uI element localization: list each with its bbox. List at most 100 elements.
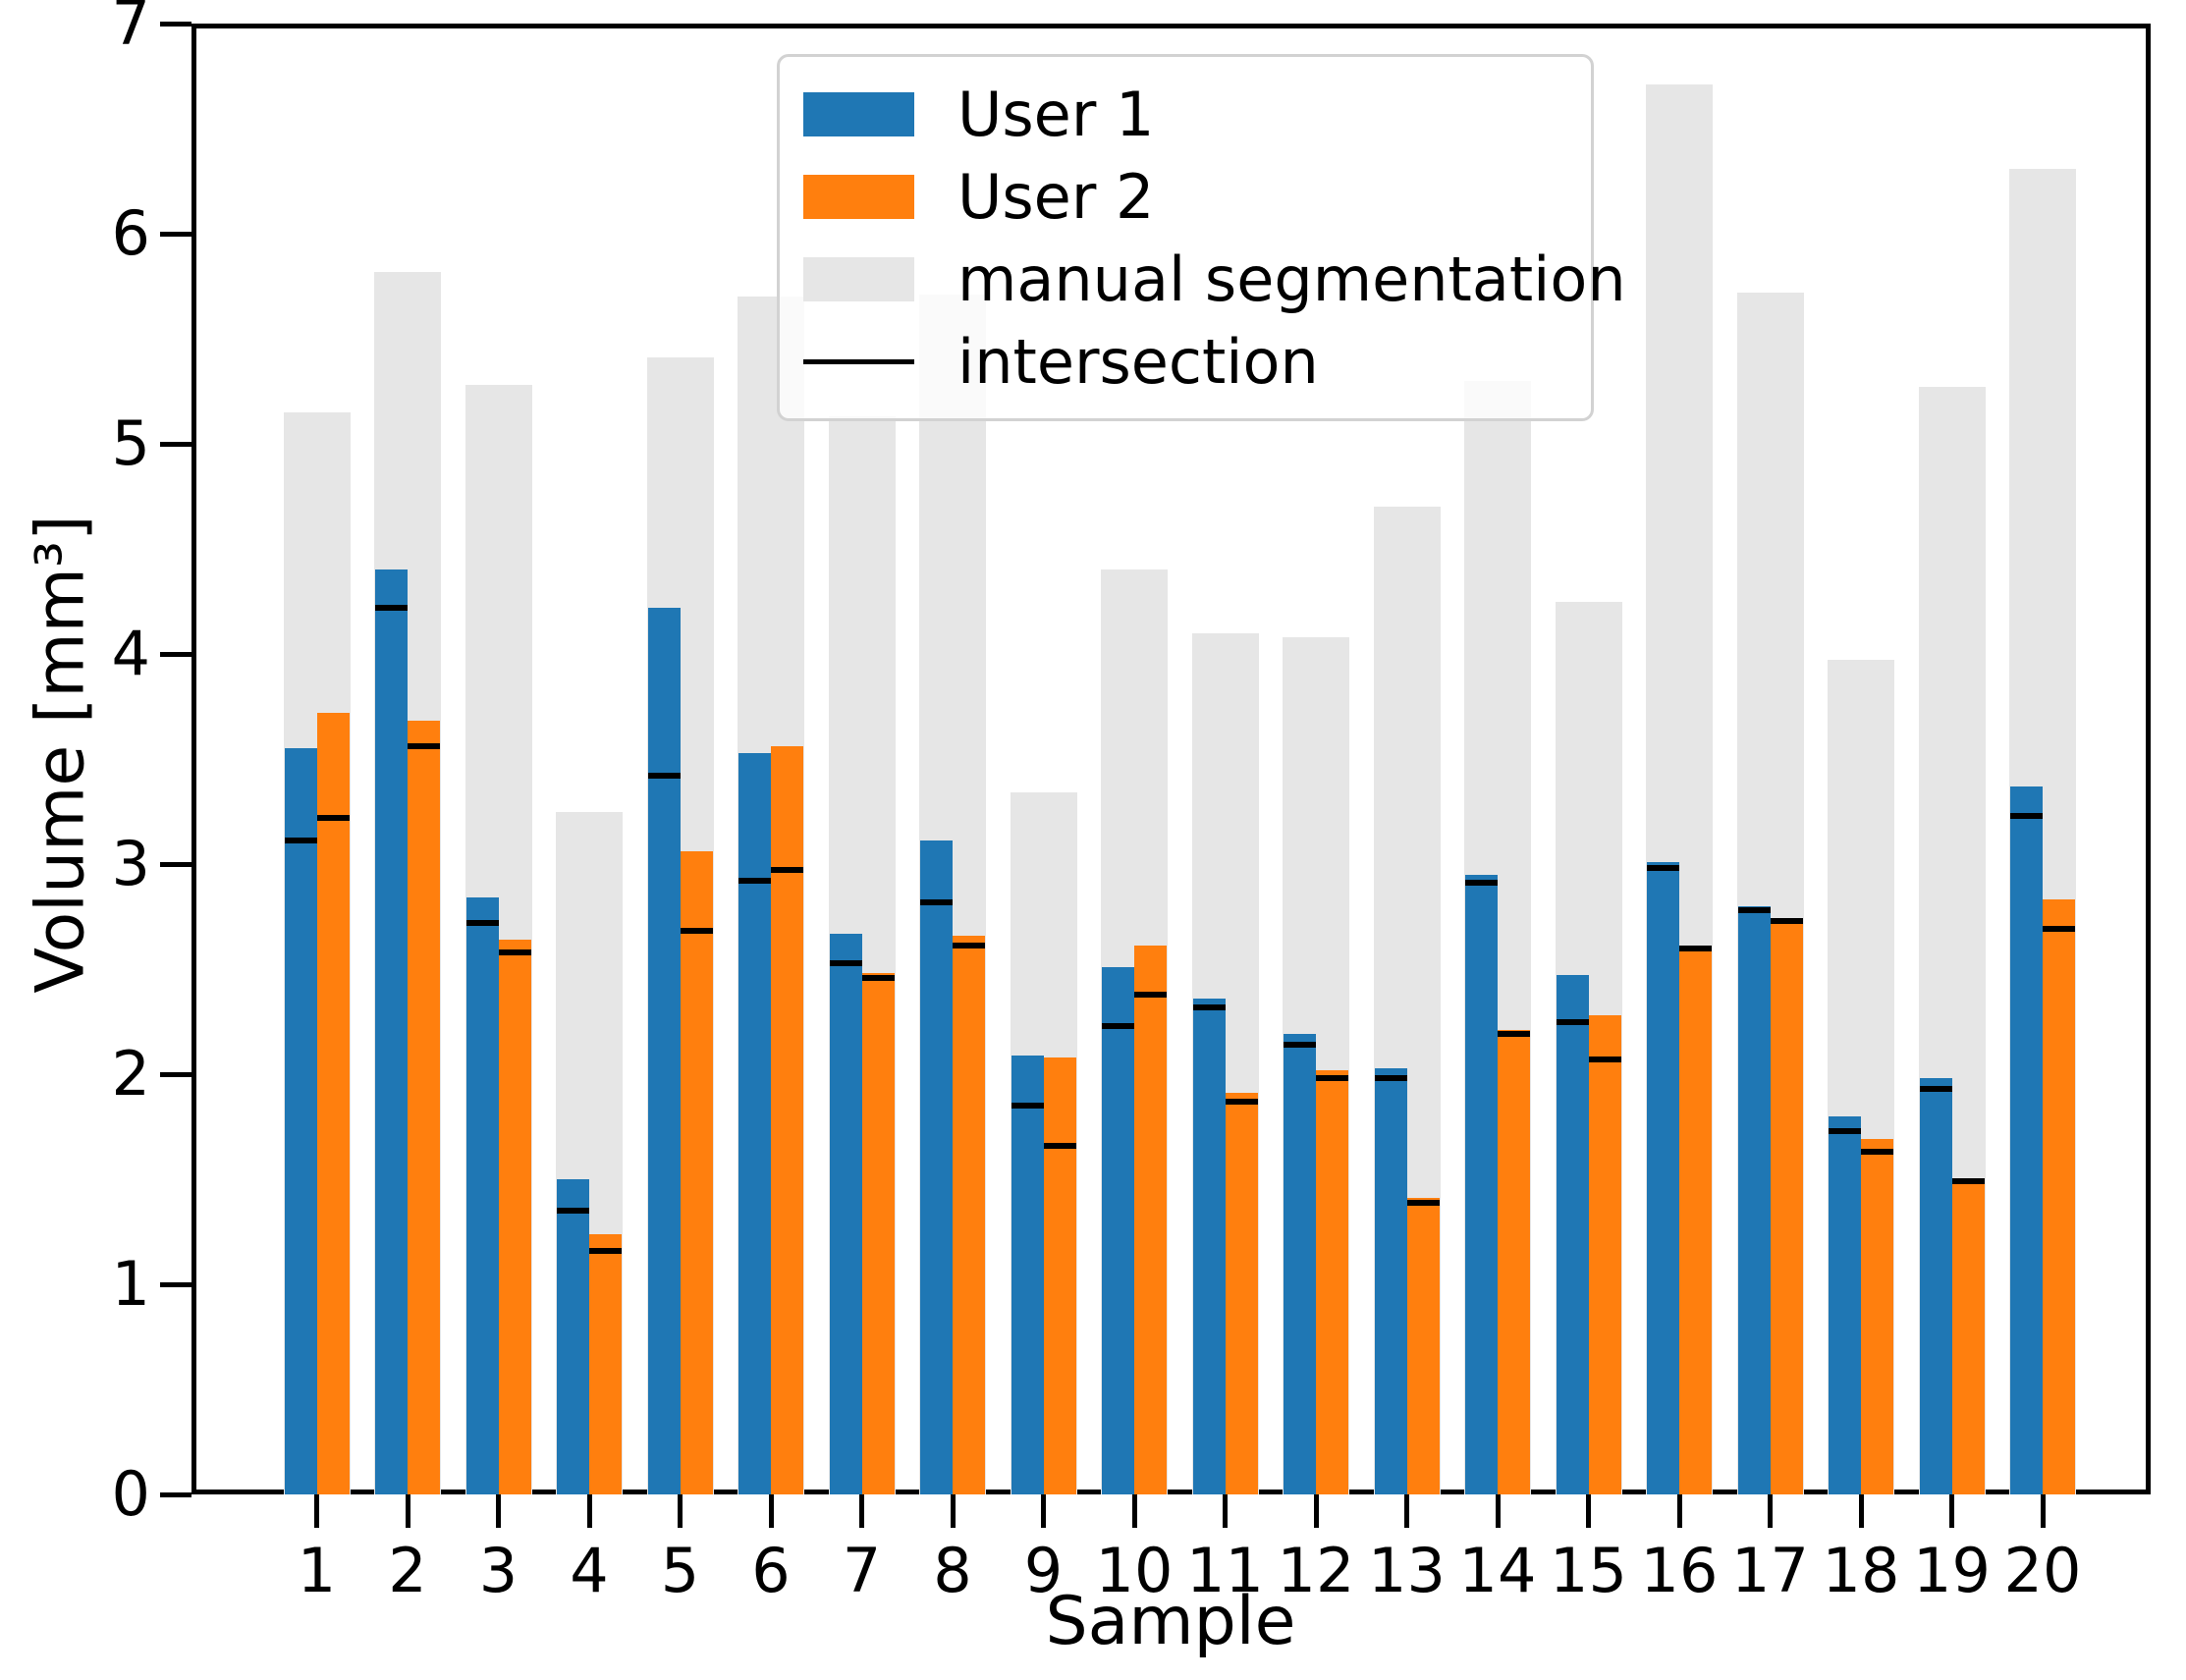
x-axis-tick xyxy=(314,1494,319,1528)
bar-user2 xyxy=(316,712,350,1494)
intersection-line-user2 xyxy=(1043,1142,1076,1149)
x-axis-tick xyxy=(768,1494,774,1528)
x-axis-tick-label: 7 xyxy=(842,1535,882,1606)
legend-item-manual-segmentation: manual segmentation xyxy=(803,238,1626,320)
bar-user2 xyxy=(1770,920,1803,1494)
bar-user2 xyxy=(2043,899,2075,1494)
x-axis-tick xyxy=(1495,1494,1501,1528)
bar-user1 xyxy=(1011,1055,1044,1494)
x-axis-tick-label: 14 xyxy=(1458,1535,1537,1606)
legend-item-user2: User 2 xyxy=(803,155,1567,238)
y-axis-tick-label: 3 xyxy=(111,828,150,899)
y-axis-tick-label: 7 xyxy=(111,0,150,59)
bar-user1 xyxy=(1465,874,1498,1494)
x-axis-tick-label: 15 xyxy=(1550,1535,1627,1606)
x-axis-tick xyxy=(1313,1494,1319,1528)
y-axis-tick-label: 5 xyxy=(111,407,150,479)
legend: User 1 User 2 manual segmentation intersect… xyxy=(777,54,1626,421)
intersection-line-user1 xyxy=(1556,1018,1589,1025)
x-axis-tick xyxy=(1676,1494,1682,1528)
y-axis-tick xyxy=(160,231,191,237)
bar-user2 xyxy=(1043,1057,1076,1494)
bar-user2 xyxy=(589,1233,622,1494)
x-axis-tick-label: 3 xyxy=(478,1535,519,1606)
bar-user1 xyxy=(2010,786,2043,1494)
intersection-line-user1 xyxy=(375,604,408,611)
intersection-line-user1 xyxy=(920,898,953,905)
intersection-line-user1 xyxy=(1647,865,1679,872)
y-axis-tick xyxy=(160,1491,191,1497)
x-axis-tick-label: 9 xyxy=(1023,1535,1064,1606)
legend-swatch-manual-segmentation xyxy=(803,256,914,301)
bar-user2 xyxy=(1225,1093,1258,1494)
bar-user1 xyxy=(1556,975,1589,1494)
x-axis-tick-label: 19 xyxy=(1913,1535,1991,1606)
bar-user1 xyxy=(1737,905,1771,1494)
intersection-line-user1 xyxy=(1465,880,1498,887)
intersection-line-user1 xyxy=(2010,812,2043,819)
intersection-line-user2 xyxy=(1588,1057,1621,1063)
x-axis-tick xyxy=(586,1494,592,1528)
bar-user1 xyxy=(738,752,771,1494)
y-axis-label: Volume [mm³] xyxy=(22,515,100,994)
intersection-line-user1 xyxy=(829,959,862,966)
intersection-line-user2 xyxy=(498,948,531,955)
legend-item-user1: User 1 xyxy=(803,73,1567,155)
x-axis-tick-label: 20 xyxy=(2003,1535,2082,1606)
legend-swatch-user2 xyxy=(803,174,914,219)
x-axis-tick-label: 4 xyxy=(570,1535,609,1606)
intersection-line-user2 xyxy=(771,867,803,874)
intersection-line-user1 xyxy=(1829,1127,1861,1134)
bar-user2 xyxy=(1498,1030,1530,1494)
intersection-line-user1 xyxy=(1192,1003,1226,1010)
intersection-line-user1 xyxy=(1737,907,1771,914)
bars-layer xyxy=(191,24,2151,1494)
intersection-line-user2 xyxy=(316,814,350,821)
y-axis-tick xyxy=(160,651,191,657)
x-axis-tick-label: 12 xyxy=(1277,1535,1355,1606)
legend-swatch-user1 xyxy=(803,91,914,136)
bar-user2 xyxy=(1316,1069,1348,1494)
intersection-line-user2 xyxy=(1861,1149,1893,1156)
x-axis-tick-label: 5 xyxy=(660,1535,700,1606)
intersection-line-user1 xyxy=(1284,1042,1316,1049)
x-axis-tick-label: 10 xyxy=(1095,1535,1174,1606)
bar-user1 xyxy=(1102,966,1134,1494)
x-axis-tick xyxy=(405,1494,410,1528)
intersection-line-user2 xyxy=(1406,1199,1440,1206)
intersection-line-user2 xyxy=(861,974,895,981)
intersection-line-user2 xyxy=(680,928,713,935)
intersection-line-icon xyxy=(803,358,914,364)
bar-user2 xyxy=(680,851,713,1494)
y-axis-tick-label: 4 xyxy=(111,618,150,689)
legend-item-intersection: intersection xyxy=(803,320,1567,403)
bar-user2 xyxy=(861,973,895,1494)
x-axis-tick xyxy=(950,1494,956,1528)
x-axis-label: Sample xyxy=(1045,1583,1296,1660)
y-axis-tick-label: 6 xyxy=(111,197,150,269)
bar-user1 xyxy=(647,607,681,1494)
intersection-line-user1 xyxy=(1102,1022,1134,1029)
intersection-line-user2 xyxy=(1951,1178,1985,1185)
y-axis-tick xyxy=(160,861,191,867)
bar-user1 xyxy=(1192,998,1226,1494)
intersection-line-user2 xyxy=(953,943,985,949)
y-axis-tick-label: 0 xyxy=(111,1458,150,1530)
bar-user2 xyxy=(1134,946,1167,1494)
x-axis-tick xyxy=(2040,1494,2046,1528)
intersection-line-user2 xyxy=(408,743,440,750)
bar-user1 xyxy=(829,933,862,1494)
x-axis-tick-label: 18 xyxy=(1822,1535,1900,1606)
x-axis-tick-label: 17 xyxy=(1731,1535,1809,1606)
bar-user1 xyxy=(1919,1078,1952,1494)
x-axis-tick xyxy=(496,1494,501,1528)
intersection-line-user1 xyxy=(738,878,771,885)
bar-user1 xyxy=(557,1179,589,1494)
intersection-line-user1 xyxy=(1374,1075,1407,1082)
intersection-line-user2 xyxy=(589,1247,622,1254)
intersection-line-user2 xyxy=(1316,1075,1348,1082)
x-axis-tick-label: 1 xyxy=(297,1535,337,1606)
x-axis-tick xyxy=(1404,1494,1409,1528)
x-axis-tick xyxy=(678,1494,683,1528)
x-axis-tick xyxy=(1858,1494,1864,1528)
